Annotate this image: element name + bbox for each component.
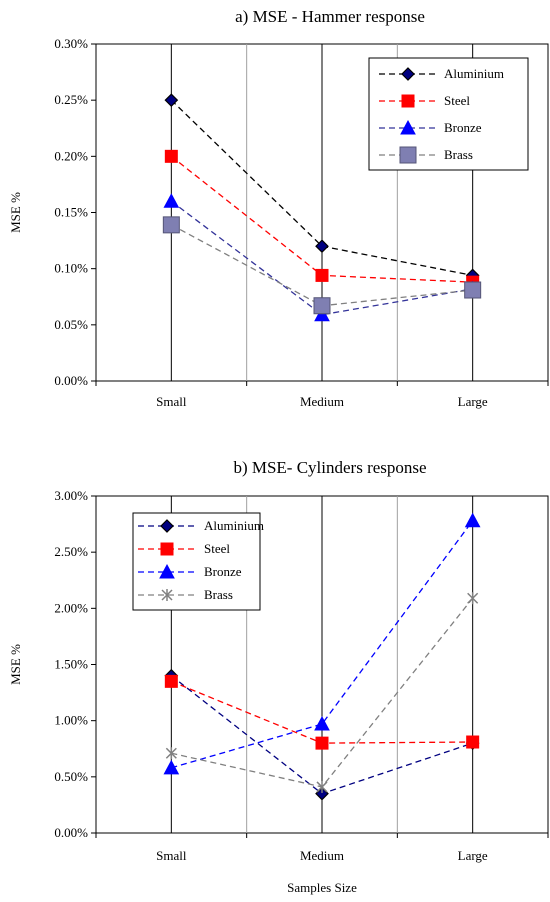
chart-a-ylabel: MSE % <box>8 192 23 233</box>
chart-b-xtick-label: Small <box>156 848 187 863</box>
chart-b-ytick-label: 2.50% <box>54 544 88 559</box>
chart-a-ytick-label: 0.20% <box>54 148 88 163</box>
chart-b-legend-swatch-marker <box>159 563 175 579</box>
chart-a-legend <box>368 57 529 171</box>
chart-b-title: b) MSE- Cylinders response <box>233 458 426 477</box>
chart-a-ytick-label: 0.25% <box>54 92 88 107</box>
chart-a-legend-swatch-marker <box>400 119 416 135</box>
chart-b-ytick-label: 2.00% <box>54 600 88 615</box>
chart-a-point-steel <box>315 268 329 282</box>
chart-b-series-bronze-line <box>171 520 474 769</box>
chart-b-point-bronze <box>464 512 481 528</box>
chart-b-legend-label-steel: Steel <box>204 541 230 556</box>
chart-b-point-bronze <box>314 715 330 731</box>
chart-a-xtick-label: Medium <box>300 394 344 409</box>
chart-a-ytick-label: 0.00% <box>54 373 88 388</box>
chart-a-point-aluminium <box>315 239 329 254</box>
chart-b-legend-label-aluminium: Aluminium <box>204 518 264 533</box>
chart-a-point-steel <box>164 149 178 163</box>
chart-b-xtick-label: Medium <box>300 848 344 863</box>
chart-b-ytick-label: 1.00% <box>54 713 88 728</box>
chart-b-ytick-label: 1.50% <box>54 657 88 672</box>
chart-b-point-steel <box>164 674 178 688</box>
chart-b-point-brass <box>165 747 177 760</box>
chart-a-point-brass <box>464 281 482 299</box>
chart-b-ytick-label: 0.00% <box>54 825 88 840</box>
chart-b-point-brass <box>467 592 479 605</box>
chart-b <box>91 495 549 838</box>
chart-a-ytick-label: 0.10% <box>54 261 88 276</box>
chart-b-point-bronze <box>163 759 180 775</box>
chart-a-legend-label-bronze: Bronze <box>444 120 482 135</box>
chart-a-point-aluminium <box>164 93 179 108</box>
chart-b-point-brass <box>316 780 328 793</box>
chart-a-legend-label-brass: Brass <box>444 147 473 162</box>
chart-b-legend <box>132 512 261 611</box>
chart-a-legend-swatch-marker <box>401 94 415 108</box>
chart-b-point-steel <box>315 736 329 750</box>
chart-b-xtick-label: Large <box>458 848 488 863</box>
chart-a-point-brass <box>313 297 331 315</box>
chart-a-legend-label-steel: Steel <box>444 93 470 108</box>
chart-b-legend-swatch-marker <box>161 589 173 601</box>
chart-a-series-bronze-line <box>170 200 473 316</box>
chart-a-xtick-label: Large <box>458 394 488 409</box>
chart-a-point-bronze <box>163 193 180 208</box>
chart-b-ytick-label: 0.50% <box>54 769 88 784</box>
chart-b-legend-label-bronze: Bronze <box>204 564 242 579</box>
chart-b-point-steel <box>466 735 480 749</box>
chart-a-ytick-label: 0.30% <box>54 36 88 51</box>
chart-b-legend-label-brass: Brass <box>204 587 233 602</box>
chart-a-xtick-label: Small <box>156 394 187 409</box>
chart-b-xlabel: Samples Size <box>287 880 357 895</box>
chart-a-legend-swatch-marker <box>401 67 415 81</box>
chart-b-ytick-label: 3.00% <box>54 488 88 503</box>
chart-a-ytick-label: 0.05% <box>54 317 88 332</box>
chart-a-series-aluminium-line <box>170 99 473 277</box>
chart-a-title: a) MSE - Hammer response <box>235 7 425 26</box>
chart-b-legend-swatch-marker <box>160 519 174 533</box>
chart-b-legend-swatch-marker <box>160 542 174 556</box>
chart-a-point-brass <box>162 216 180 234</box>
chart-a <box>91 43 549 386</box>
chart-a-legend-swatch-marker <box>399 146 417 164</box>
chart-b-ylabel: MSE % <box>8 644 23 685</box>
chart-a-legend-label-aluminium: Aluminium <box>444 66 504 81</box>
chart-a-ytick-label: 0.15% <box>54 205 88 220</box>
